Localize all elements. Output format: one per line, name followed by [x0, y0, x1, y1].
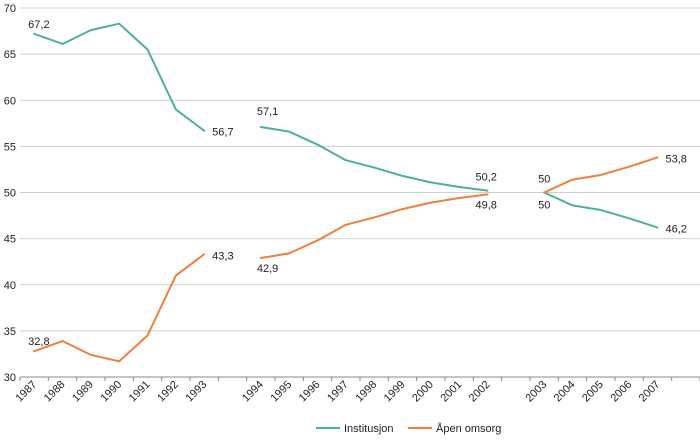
- y-tick-label: 50: [4, 188, 16, 200]
- series-line-apen-omsorg-segment-1: [33, 253, 206, 363]
- legend-label-apen-omsorg: Åpen omsorg: [436, 422, 501, 435]
- data-label: 53,8: [666, 153, 687, 165]
- data-label: 50,2: [476, 172, 497, 184]
- x-tick-label: 1996: [297, 379, 323, 405]
- x-tick-label: 1990: [98, 379, 124, 405]
- series-line-institusjon-segment-2: [259, 126, 489, 192]
- data-label: 32,8: [28, 336, 49, 348]
- x-tick-label: 2006: [608, 379, 634, 405]
- data-label: 42,9: [257, 263, 278, 275]
- y-axis: 30 35 40 45 50 55 60 65 70: [4, 3, 16, 384]
- x-tick-label: 2004: [552, 379, 578, 405]
- series-line-institusjon-segment-3: [543, 191, 659, 229]
- x-tick-label: 2007: [637, 379, 663, 405]
- y-tick-label: 40: [4, 280, 16, 292]
- x-tick-label: 2003: [523, 379, 549, 405]
- series-lines: [33, 22, 659, 363]
- data-label: 67,2: [28, 19, 49, 31]
- data-label: 50: [538, 174, 550, 186]
- x-tick-label: 2002: [467, 379, 493, 405]
- data-label: 43,3: [212, 250, 233, 262]
- x-tick-label: 1987: [13, 379, 39, 405]
- x-tick-label: 1995: [268, 379, 294, 405]
- x-tick-label: 1994: [240, 379, 266, 405]
- y-tick-label: 30: [4, 372, 16, 384]
- y-tick-label: 70: [4, 3, 16, 15]
- series-line-apen-omsorg-segment-2: [259, 193, 489, 259]
- series-line-apen-omsorg-segment-3: [543, 156, 659, 194]
- legend: Institusjon Åpen omsorg: [316, 422, 501, 435]
- data-label: 49,8: [476, 199, 497, 211]
- y-tick-label: 35: [4, 326, 16, 338]
- x-tick-label: 2000: [410, 379, 436, 405]
- data-label: 50: [538, 200, 550, 212]
- y-tick-label: 55: [4, 141, 16, 153]
- data-labels: 67,2 56,7 57,1 50,2 50 46,2 32,8 43,3 42,9 49,8 50…: [28, 19, 687, 348]
- x-tick-label: 1998: [353, 379, 379, 405]
- x-tick-label: 1991: [127, 379, 153, 405]
- y-tick-label: 45: [4, 234, 16, 246]
- x-tick-label: 1993: [183, 379, 209, 405]
- gridlines: [20, 7, 700, 378]
- series-line-institusjon-segment-1: [33, 22, 206, 132]
- x-tick-label: 1988: [42, 379, 68, 405]
- data-label: 57,1: [257, 106, 278, 118]
- y-tick-label: 60: [4, 95, 16, 107]
- data-label: 46,2: [666, 224, 687, 236]
- x-axis: 1987 1988 1989 1990 1991 1992 1993 1994 1995 1996…: [13, 377, 700, 404]
- y-tick-label: 65: [4, 49, 16, 61]
- x-tick-label: 1997: [325, 379, 351, 405]
- x-tick-label: 2001: [438, 379, 464, 405]
- x-tick-label: 1992: [155, 379, 181, 405]
- legend-label-institusjon: Institusjon: [344, 423, 394, 435]
- x-tick-label: 1989: [70, 379, 96, 405]
- x-tick-label: 2005: [580, 379, 606, 405]
- data-label: 56,7: [212, 127, 233, 139]
- x-tick-label: 1999: [382, 379, 408, 405]
